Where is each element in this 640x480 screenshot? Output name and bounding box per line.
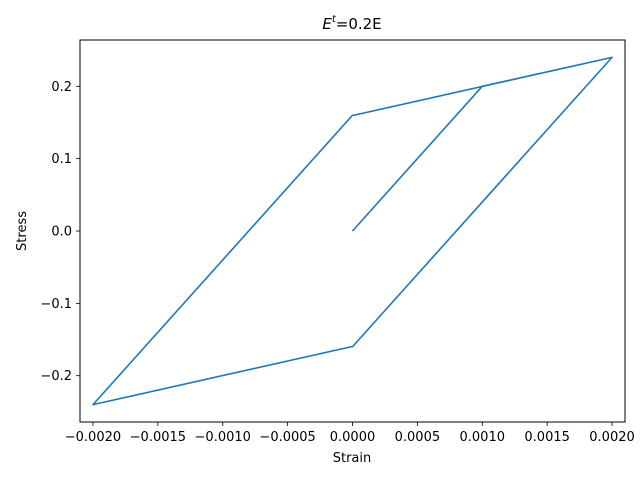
series-line-0 <box>92 56 613 406</box>
x-tick-label: −0.0020 <box>65 430 121 445</box>
title-base: E <box>322 15 332 33</box>
x-tick-label: 0.0010 <box>460 430 506 445</box>
y-axis: −0.2 −0.1 0.0 0.1 0.2 <box>40 80 80 384</box>
y-tick-label: 0.1 <box>51 152 72 167</box>
title-sup: t <box>332 14 337 25</box>
x-tick-label: −0.0015 <box>130 430 186 445</box>
x-axis: −0.0020 −0.0015 −0.0010 −0.0005 0.0000 0.0005… <box>65 422 635 445</box>
y-tick-label: −0.2 <box>40 369 72 384</box>
y-axis-label: Stress <box>15 211 30 251</box>
y-tick-label: 0.2 <box>51 80 72 95</box>
x-tick-label: −0.0010 <box>195 430 251 445</box>
y-tick-label: −0.1 <box>40 297 72 312</box>
x-tick-label: 0.0020 <box>589 430 635 445</box>
title-rest: =0.2E <box>336 15 382 33</box>
chart-title: Et=0.2E <box>322 14 381 33</box>
x-tick-label: 0.0015 <box>524 430 570 445</box>
x-tick-label: 0.0005 <box>395 430 441 445</box>
x-tick-label: 0.0000 <box>330 430 376 445</box>
plot-area <box>92 56 613 406</box>
x-tick-label: −0.0005 <box>259 430 315 445</box>
x-axis-label: Strain <box>333 451 372 466</box>
y-tick-label: 0.0 <box>51 225 72 240</box>
